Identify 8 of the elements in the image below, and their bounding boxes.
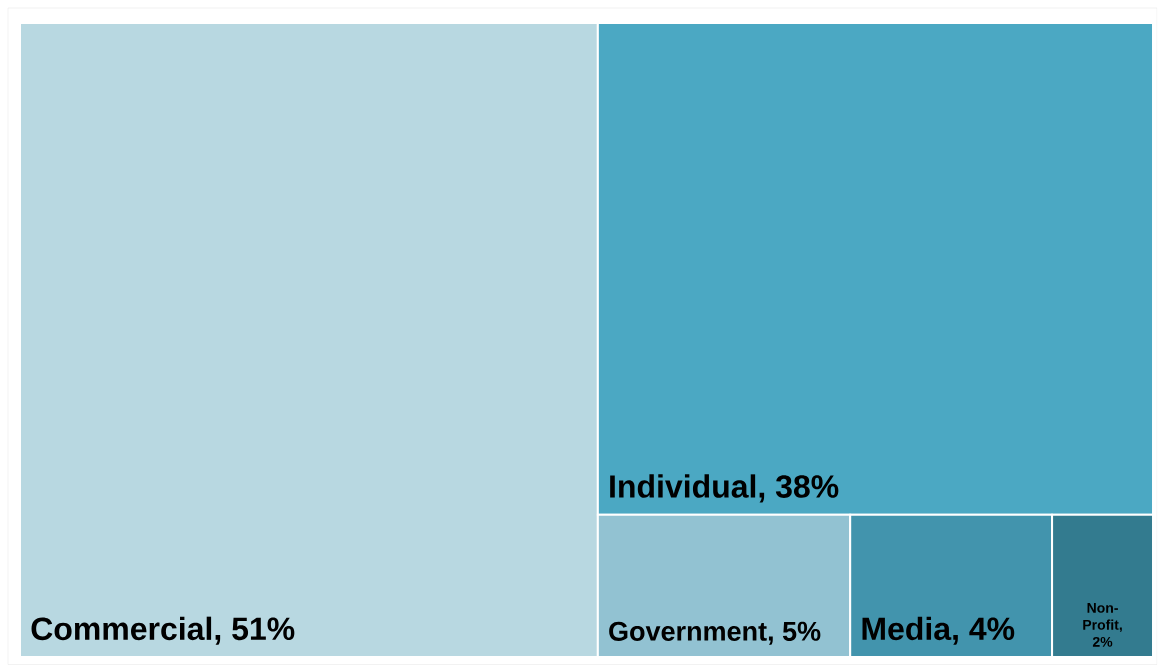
category-label: Individual	[610, 474, 756, 498]
data-label: , 51%	[215, 617, 295, 645]
data-label: , 4%	[953, 617, 1015, 645]
category-label: Commercial	[31, 616, 212, 641]
data-label: , 5%	[768, 621, 821, 645]
category-label: Media	[862, 616, 952, 641]
category-label: Government	[609, 621, 767, 641]
data-label: , 38%	[759, 475, 839, 503]
